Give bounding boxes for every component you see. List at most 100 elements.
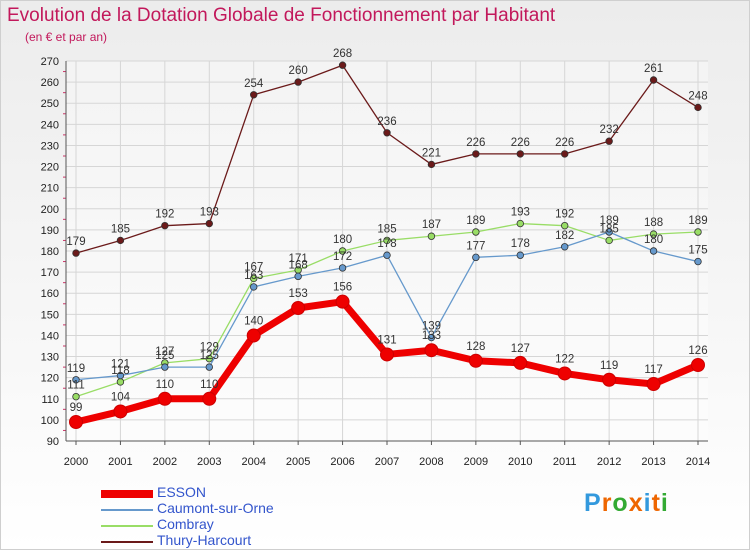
data-point-caumont-sur-orne xyxy=(427,333,436,342)
data-label-combray: 185 xyxy=(600,223,619,235)
data-label-combray: 193 xyxy=(511,207,530,219)
logo-letter: i xyxy=(643,489,652,517)
data-label-thury-harcourt: 254 xyxy=(244,78,264,90)
data-point-caumont-sur-orne xyxy=(383,251,391,259)
data-point-thury-harcourt xyxy=(561,150,569,158)
logo-letter: x xyxy=(628,489,644,517)
data-label-esson: 153 xyxy=(289,288,308,300)
data-label-thury-harcourt: 226 xyxy=(555,137,574,149)
data-label-thury-harcourt: 260 xyxy=(289,65,308,77)
data-label-combray: 189 xyxy=(466,215,485,227)
legend-swatch xyxy=(101,490,153,498)
x-tick-label: 2012 xyxy=(597,456,621,468)
legend-label: Combray xyxy=(157,516,214,532)
data-label-thury-harcourt: 221 xyxy=(422,147,441,159)
data-label-caumont-sur-orne: 175 xyxy=(688,245,707,257)
data-point-combray xyxy=(427,232,436,240)
chart-title: Evolution de la Dotation Globale de Fonc… xyxy=(7,5,556,26)
data-point-combray xyxy=(72,392,80,401)
data-point-esson xyxy=(646,377,661,391)
data-label-esson: 122 xyxy=(555,353,574,365)
data-point-combray xyxy=(649,230,658,238)
data-point-caumont-sur-orne xyxy=(205,363,213,371)
data-point-thury-harcourt xyxy=(427,160,436,169)
y-tick-label: 120 xyxy=(41,373,59,385)
data-point-esson xyxy=(424,343,439,358)
data-label-caumont-sur-orne: 125 xyxy=(155,350,174,362)
data-point-thury-harcourt xyxy=(294,78,302,86)
proxiti-logo: Proxiti xyxy=(584,489,669,518)
data-point-caumont-sur-orne xyxy=(516,251,524,259)
x-tick-label: 2008 xyxy=(419,456,443,468)
data-point-caumont-sur-orne xyxy=(649,247,658,255)
y-tick-label: 130 xyxy=(41,352,59,364)
y-tick-label: 90 xyxy=(47,436,59,448)
data-point-caumont-sur-orne xyxy=(694,257,702,266)
data-label-caumont-sur-orne: 189 xyxy=(600,215,619,227)
chart-subtitle: (en € et par an) xyxy=(25,30,108,44)
y-tick-label: 170 xyxy=(41,267,59,279)
y-tick-label: 110 xyxy=(41,394,59,406)
logo-letter: o xyxy=(612,489,629,517)
data-point-esson xyxy=(157,391,172,406)
y-tick-label: 240 xyxy=(41,119,59,131)
y-tick-label: 160 xyxy=(41,288,59,300)
data-label-combray: 111 xyxy=(67,380,84,392)
x-tick-label: 2005 xyxy=(286,456,310,468)
data-point-combray xyxy=(116,378,125,386)
data-label-esson: 140 xyxy=(244,315,263,327)
y-tick-label: 260 xyxy=(41,77,59,89)
y-tick-label: 200 xyxy=(41,204,59,216)
data-point-thury-harcourt xyxy=(338,61,347,69)
x-tick-label: 2014 xyxy=(686,456,710,468)
data-label-thury-harcourt: 268 xyxy=(333,48,352,60)
data-point-esson xyxy=(291,301,306,315)
data-point-combray xyxy=(694,228,702,236)
x-tick-label: 2006 xyxy=(330,456,354,468)
logo-letter: r xyxy=(601,489,613,517)
data-label-caumont-sur-orne: 121 xyxy=(111,359,130,371)
data-point-caumont-sur-orne xyxy=(250,283,258,291)
data-label-esson: 104 xyxy=(111,391,131,403)
y-tick-label: 140 xyxy=(41,330,59,342)
legend-label: ESSON xyxy=(157,484,207,500)
data-label-esson: 110 xyxy=(156,379,174,391)
data-point-caumont-sur-orne xyxy=(72,376,80,384)
data-point-combray xyxy=(383,236,391,245)
data-label-caumont-sur-orne: 163 xyxy=(244,270,263,282)
x-tick-label: 2003 xyxy=(197,456,221,468)
data-label-caumont-sur-orne: 139 xyxy=(422,321,441,333)
x-tick-label: 2009 xyxy=(464,456,488,468)
data-point-combray xyxy=(561,221,569,230)
data-label-caumont-sur-orne: 172 xyxy=(333,251,352,263)
data-point-thury-harcourt xyxy=(205,219,213,228)
data-label-caumont-sur-orne: 177 xyxy=(466,240,485,252)
data-point-caumont-sur-orne xyxy=(605,228,613,236)
data-label-combray: 127 xyxy=(155,346,174,358)
data-point-esson xyxy=(202,391,217,406)
data-label-esson: 99 xyxy=(70,402,83,414)
x-tick-label: 2007 xyxy=(375,456,399,468)
data-point-esson xyxy=(468,353,483,368)
data-label-caumont-sur-orne: 119 xyxy=(67,363,85,375)
data-label-thury-harcourt: 226 xyxy=(511,137,530,149)
data-label-esson: 128 xyxy=(466,341,485,353)
data-label-thury-harcourt: 192 xyxy=(155,209,174,221)
data-point-thury-harcourt xyxy=(605,137,613,145)
logo-letter: P xyxy=(584,489,602,517)
data-label-combray: 118 xyxy=(111,365,129,377)
data-label-caumont-sur-orne: 178 xyxy=(377,238,396,250)
y-tick-label: 100 xyxy=(41,415,59,427)
data-point-thury-harcourt xyxy=(72,249,80,257)
data-point-caumont-sur-orne xyxy=(294,272,302,281)
data-label-thury-harcourt: 236 xyxy=(377,116,396,128)
data-label-thury-harcourt: 179 xyxy=(66,236,85,248)
data-label-combray: 171 xyxy=(289,253,308,265)
data-label-esson: 133 xyxy=(422,330,441,342)
data-point-thury-harcourt xyxy=(383,129,391,137)
y-tick-label: 270 xyxy=(41,56,59,68)
data-label-esson: 126 xyxy=(688,345,707,357)
data-label-esson: 117 xyxy=(644,364,662,376)
